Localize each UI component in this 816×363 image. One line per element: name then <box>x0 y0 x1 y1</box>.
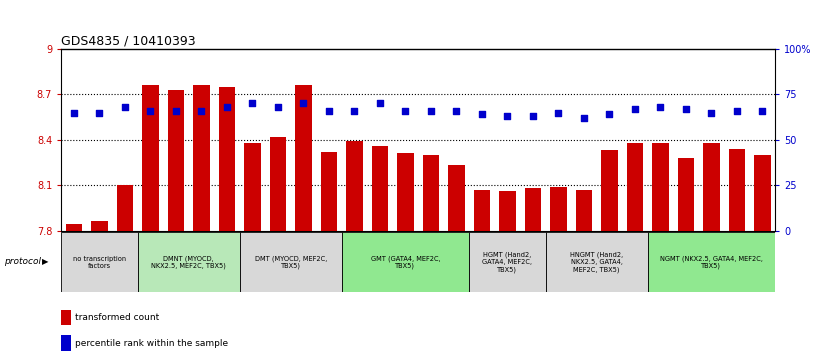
Bar <box>627 143 643 231</box>
Text: transformed count: transformed count <box>75 313 160 322</box>
Bar <box>601 150 618 231</box>
Bar <box>219 87 235 231</box>
Bar <box>729 149 745 231</box>
Point <box>348 108 361 114</box>
Bar <box>342 232 469 292</box>
Text: percentile rank within the sample: percentile rank within the sample <box>75 339 228 347</box>
Bar <box>167 90 184 231</box>
Bar <box>138 232 240 292</box>
Point <box>399 108 412 114</box>
Bar <box>91 221 108 231</box>
Bar <box>703 143 720 231</box>
Bar <box>550 187 567 231</box>
Point <box>705 110 718 115</box>
Text: DMT (MYOCD, MEF2C,
TBX5): DMT (MYOCD, MEF2C, TBX5) <box>255 255 327 269</box>
Point <box>297 101 310 106</box>
Bar <box>499 191 516 231</box>
Point <box>246 101 259 106</box>
Bar <box>677 158 694 231</box>
Bar <box>240 232 342 292</box>
Bar <box>423 155 439 231</box>
Point <box>93 110 106 115</box>
Text: no transcription
factors: no transcription factors <box>73 256 126 269</box>
Text: HGMT (Hand2,
GATA4, MEF2C,
TBX5): HGMT (Hand2, GATA4, MEF2C, TBX5) <box>482 252 533 273</box>
Point <box>603 111 616 117</box>
Bar <box>61 232 138 292</box>
Point <box>144 108 157 114</box>
Bar <box>754 155 771 231</box>
Point <box>526 113 539 119</box>
Point <box>195 108 208 114</box>
Point <box>322 108 335 114</box>
Point <box>220 104 233 110</box>
Point <box>170 108 183 114</box>
Bar <box>371 146 388 231</box>
Bar <box>193 85 210 231</box>
Point <box>374 101 387 106</box>
Text: NGMT (NKX2.5, GATA4, MEF2C,
TBX5): NGMT (NKX2.5, GATA4, MEF2C, TBX5) <box>660 255 763 269</box>
Bar <box>448 166 465 231</box>
Text: protocol: protocol <box>4 257 41 266</box>
Point <box>628 106 641 112</box>
Bar <box>525 188 541 231</box>
Bar <box>397 153 414 231</box>
Bar <box>142 85 159 231</box>
Point <box>552 110 565 115</box>
Bar <box>346 141 363 231</box>
Point <box>756 108 769 114</box>
Bar <box>244 143 261 231</box>
Point <box>476 111 489 117</box>
Point <box>68 110 81 115</box>
Bar <box>473 189 490 231</box>
Bar <box>546 232 648 292</box>
Point <box>272 104 285 110</box>
Bar <box>61 310 72 325</box>
Point <box>578 115 591 121</box>
Point <box>654 104 667 110</box>
Bar <box>61 335 72 351</box>
Bar <box>575 189 592 231</box>
Bar <box>652 143 669 231</box>
Point <box>118 104 131 110</box>
Bar <box>295 85 312 231</box>
Point <box>730 108 743 114</box>
Bar <box>117 185 133 231</box>
Point <box>450 108 463 114</box>
Bar <box>469 232 546 292</box>
Text: GDS4835 / 10410393: GDS4835 / 10410393 <box>61 35 196 48</box>
Point <box>501 113 514 119</box>
Bar <box>321 152 337 231</box>
Bar <box>648 232 775 292</box>
Bar <box>269 137 286 231</box>
Point <box>424 108 437 114</box>
Text: ▶: ▶ <box>42 257 49 266</box>
Text: GMT (GATA4, MEF2C,
TBX5): GMT (GATA4, MEF2C, TBX5) <box>370 255 441 269</box>
Bar <box>65 224 82 231</box>
Text: DMNT (MYOCD,
NKX2.5, MEF2C, TBX5): DMNT (MYOCD, NKX2.5, MEF2C, TBX5) <box>151 255 226 269</box>
Point <box>680 106 693 112</box>
Text: HNGMT (Hand2,
NKX2.5, GATA4,
MEF2C, TBX5): HNGMT (Hand2, NKX2.5, GATA4, MEF2C, TBX5… <box>570 252 623 273</box>
